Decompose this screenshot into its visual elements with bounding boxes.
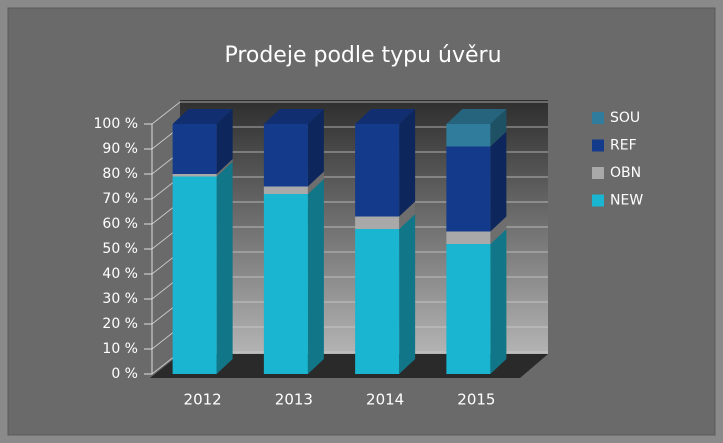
y-tick-label: 90 % <box>102 141 138 157</box>
bar-side <box>307 179 324 374</box>
x-tick-label: 2014 <box>366 391 404 409</box>
chart-title: Prodeje podle typu úvěru <box>224 43 501 68</box>
legend-label: REF <box>610 138 637 154</box>
bar-top <box>355 109 416 124</box>
y-tick-label: 0 % <box>111 366 138 382</box>
bar <box>355 216 400 229</box>
y-tick-label: 70 % <box>102 191 138 207</box>
legend-swatch <box>592 139 604 152</box>
x-tick-label: 2013 <box>275 391 313 409</box>
bar-side <box>399 201 416 229</box>
y-tick-label: 50 % <box>102 241 138 257</box>
x-tick-label: 2012 <box>184 391 222 409</box>
bar <box>172 124 217 174</box>
bar-top <box>172 109 233 124</box>
bar <box>446 124 491 147</box>
bar <box>263 124 308 187</box>
bar <box>446 146 491 232</box>
bar <box>446 244 491 374</box>
legend-swatch <box>592 194 604 207</box>
y-tick-label: 80 % <box>102 166 138 182</box>
bar-side <box>490 216 507 244</box>
bar <box>172 176 217 374</box>
x-tick-label: 2015 <box>457 391 495 409</box>
bar-top <box>446 109 507 124</box>
bar <box>446 231 491 244</box>
bar-top <box>263 109 324 124</box>
legend-swatch <box>592 112 604 124</box>
grid-line <box>151 101 548 125</box>
bar-side <box>216 161 233 374</box>
legend-label: NEW <box>610 193 643 209</box>
y-tick-label: 30 % <box>102 291 138 307</box>
bar <box>263 186 308 194</box>
y-tick-label: 60 % <box>102 216 138 232</box>
y-tick-label: 40 % <box>102 266 138 282</box>
bar <box>355 124 400 217</box>
bar-side <box>399 214 416 374</box>
bar-side <box>490 109 507 147</box>
bar <box>355 229 400 374</box>
bar-side <box>307 171 324 194</box>
bar-side <box>490 229 507 374</box>
bar-side <box>399 109 416 217</box>
bar <box>263 194 308 374</box>
bar-side <box>307 109 324 187</box>
bar-side <box>216 159 233 177</box>
bar <box>172 174 217 177</box>
bar-side <box>216 109 233 174</box>
legend-swatch <box>592 167 604 179</box>
bar-side <box>490 131 507 232</box>
legend-label: SOU <box>610 110 640 126</box>
y-tick-label: 10 % <box>102 341 138 357</box>
legend-label: OBN <box>610 165 641 181</box>
y-tick-label: 20 % <box>102 316 138 332</box>
y-tick-label: 100 % <box>94 116 138 132</box>
